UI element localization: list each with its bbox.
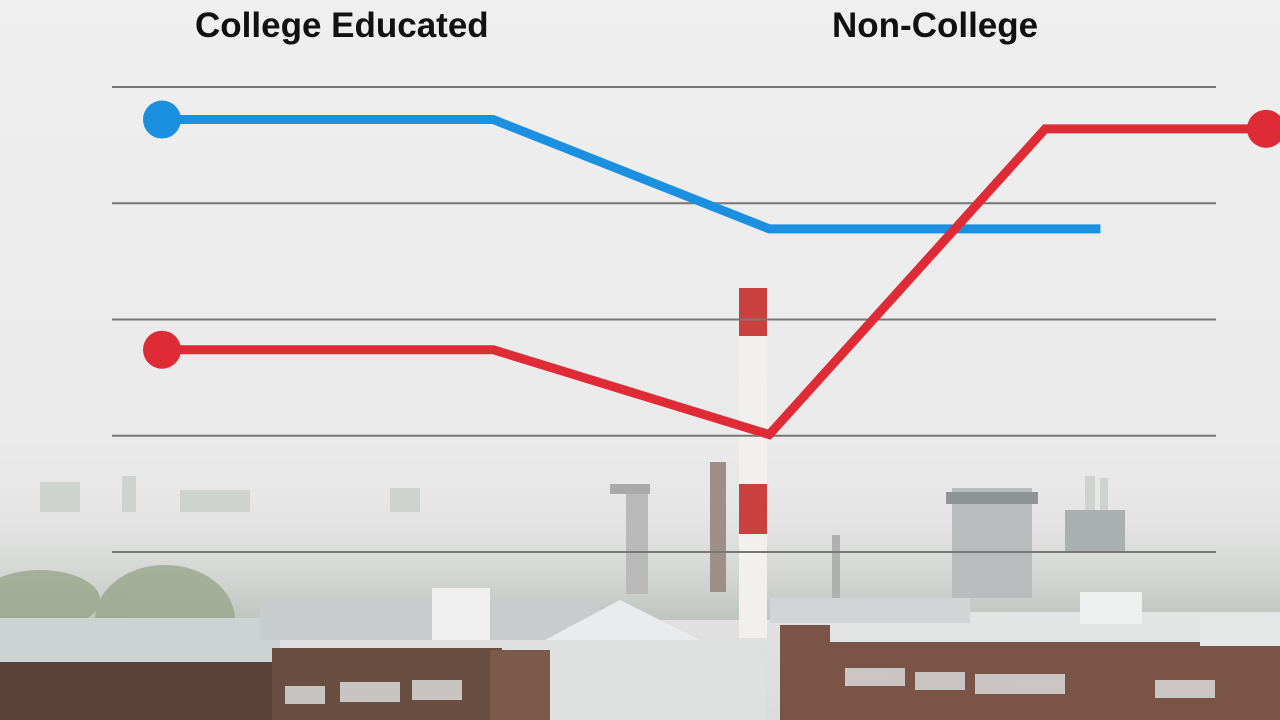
marker-college-educated-start	[143, 100, 181, 139]
distant-skyline	[40, 476, 1108, 516]
small-stacks	[610, 462, 840, 605]
industrial-buildings	[0, 588, 1280, 720]
college-educated-label: College Educated	[195, 6, 489, 45]
marker-non-college-start	[143, 330, 181, 369]
series-line-college-educated	[162, 115, 1101, 234]
series-lines	[143, 100, 1280, 440]
marker-non-college-end	[1247, 109, 1280, 148]
gridlines	[112, 86, 1216, 553]
storage-tank	[946, 488, 1125, 598]
series-line-non-college	[162, 124, 1266, 440]
factory-smokestack-icon	[739, 288, 767, 638]
non-college-label: Non-College	[832, 6, 1039, 45]
